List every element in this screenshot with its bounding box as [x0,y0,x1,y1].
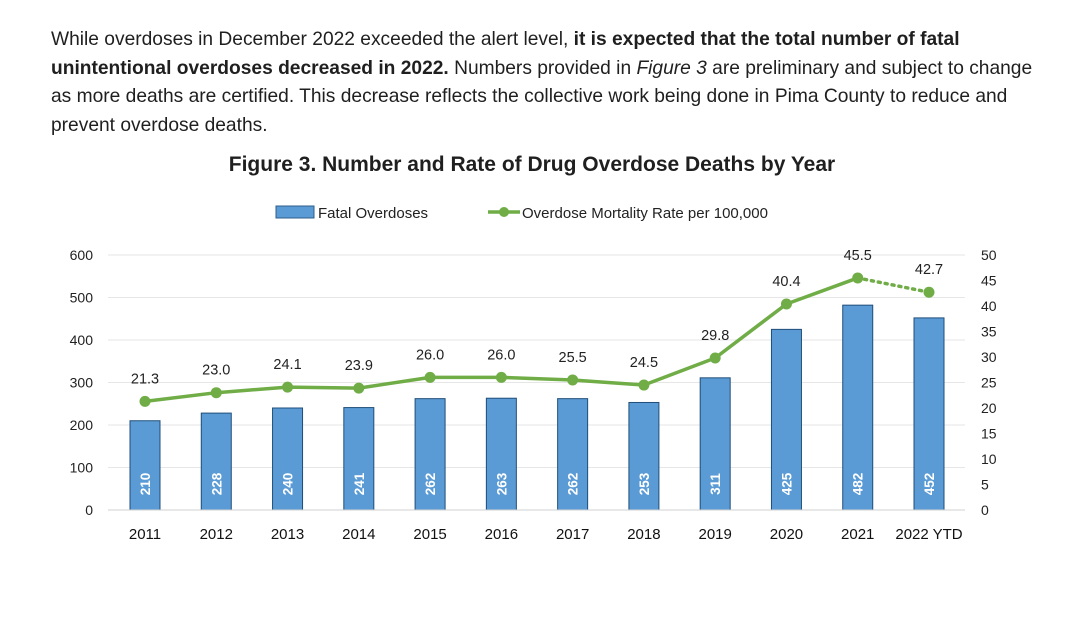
intro-text-1: While overdoses in December 2022 exceede… [51,29,574,50]
gridlines [108,254,965,468]
intro-bold-text: it is expected that the total number of … [51,29,960,79]
rate-value-label: 23.0 [202,363,230,379]
rate-point [495,371,507,383]
x-tick-label: 2021 [841,526,874,543]
y-left-tick-label: 300 [70,375,94,391]
x-tick-label: 2022 YTD [895,526,962,543]
rate-point [210,387,222,399]
y-right-tick-label: 50 [981,247,997,263]
rate-value-label: 45.5 [844,248,872,264]
y-right-tick-label: 20 [981,400,997,416]
bar [699,377,731,511]
rate-value-label: 40.4 [772,274,800,290]
bar-value-label: 228 [209,472,224,495]
x-tick-label: 2011 [129,526,161,543]
bar-value-label: 262 [423,473,438,496]
x-tick-label: 2020 [770,526,803,543]
bar-value-label: 311 [708,473,723,495]
legend-bar-label: Fatal Overdoses [318,205,428,222]
rate-value-label: 26.0 [487,347,515,363]
legend: Fatal Overdoses Overdose Mortality Rate … [275,205,768,222]
intro-text-2: Numbers provided in [448,57,637,79]
rate-point [567,374,579,386]
legend-bar-swatch [275,205,315,219]
y-left-tick-label: 100 [70,460,94,476]
rate-line: 21.3 23.0 24.1 23.9 26.0 26.0 25.5 24.5 29.8 40.4… [131,248,943,407]
overdose-chart: 210 228 240 241 262 263 262 253 311 425 482 452 21.… [70,205,997,543]
bar-value-label: 482 [851,473,866,496]
bar-value-label: 241 [352,472,367,495]
x-tick-label: 2014 [342,526,375,543]
rate-value-label: 23.9 [345,358,373,374]
bar-value-label: 263 [494,472,509,495]
y-right-tick-label: 15 [981,426,997,442]
rate-point [709,352,721,364]
bar-value-label: 210 [138,473,153,496]
rate-value-label: 26.0 [416,347,444,363]
x-tick-label: 2015 [413,526,446,543]
y-left-tick-label: 400 [70,332,94,348]
y-left-tick-label: 600 [70,247,94,263]
intro-figure-ref: Figure 3 [636,57,707,79]
figure-title-text: Figure 3. Number and Rate of Drug Overdo… [228,153,836,176]
bar [770,328,802,511]
rate-value-label: 42.7 [915,262,943,278]
rate-point [282,381,294,393]
x-tick-label: 2017 [556,526,589,543]
rate-value-label: 25.5 [559,350,587,366]
bar-value-label: 253 [637,472,652,495]
bar-value-label: 262 [566,473,581,496]
y-left-tick-label: 0 [85,502,93,518]
bar [485,397,517,511]
intro-text-3: are preliminary and subject to change as… [51,57,1033,136]
rate-point [923,286,935,298]
rate-value-label: 24.5 [630,355,658,371]
bar-value-label: 452 [922,473,937,496]
y-right-tick-label: 40 [981,298,997,314]
bar-value-label: 240 [281,473,296,496]
y-left-tick-label: 200 [70,417,94,433]
bar [913,317,945,511]
x-tick-label: 2018 [627,526,660,543]
legend-line-label: Overdose Mortality Rate per 100,000 [522,205,768,222]
y-right-tick-label: 5 [981,477,989,493]
rate-point [638,379,650,391]
bar [200,412,232,511]
x-tick-label: 2013 [271,526,304,543]
bar [343,407,375,511]
x-tick-label: 2019 [698,526,731,543]
rate-point [139,395,151,407]
bars: 210 228 240 241 262 263 262 253 311 425 482 452 [129,304,945,511]
y-left-tick-label: 500 [70,290,94,306]
x-tick-label: 2016 [485,526,518,543]
intro-paragraph: While overdoses in December 2022 exceede… [51,26,1041,140]
y-right-tick-label: 25 [981,375,997,391]
x-tick-label: 2012 [200,526,233,543]
axes: 0 100 200 300 400 500 600 0 5 10 15 20 25 30 35 40 45 50 2… [70,247,997,543]
rate-point [353,382,365,394]
rate-point [852,272,864,284]
legend-line-marker [499,207,509,217]
rate-line-dotted [855,276,931,294]
rate-value-label: 21.3 [131,371,159,387]
y-right-tick-label: 45 [981,273,997,289]
bar [414,398,446,511]
rate-value-label: 24.1 [273,357,301,373]
rate-point [424,371,436,383]
y-right-tick-label: 10 [981,451,997,467]
bar [557,398,589,511]
y-right-tick-label: 0 [981,502,989,518]
rate-point [780,298,792,310]
bar-value-label: 425 [779,472,794,495]
bar [129,420,161,511]
figure-title: Figure 3. Number and Rate of Drug Overdo… [0,153,1080,177]
y-right-tick-label: 30 [981,349,997,365]
y-right-tick-label: 35 [981,324,997,340]
rate-value-label: 29.8 [701,328,729,344]
